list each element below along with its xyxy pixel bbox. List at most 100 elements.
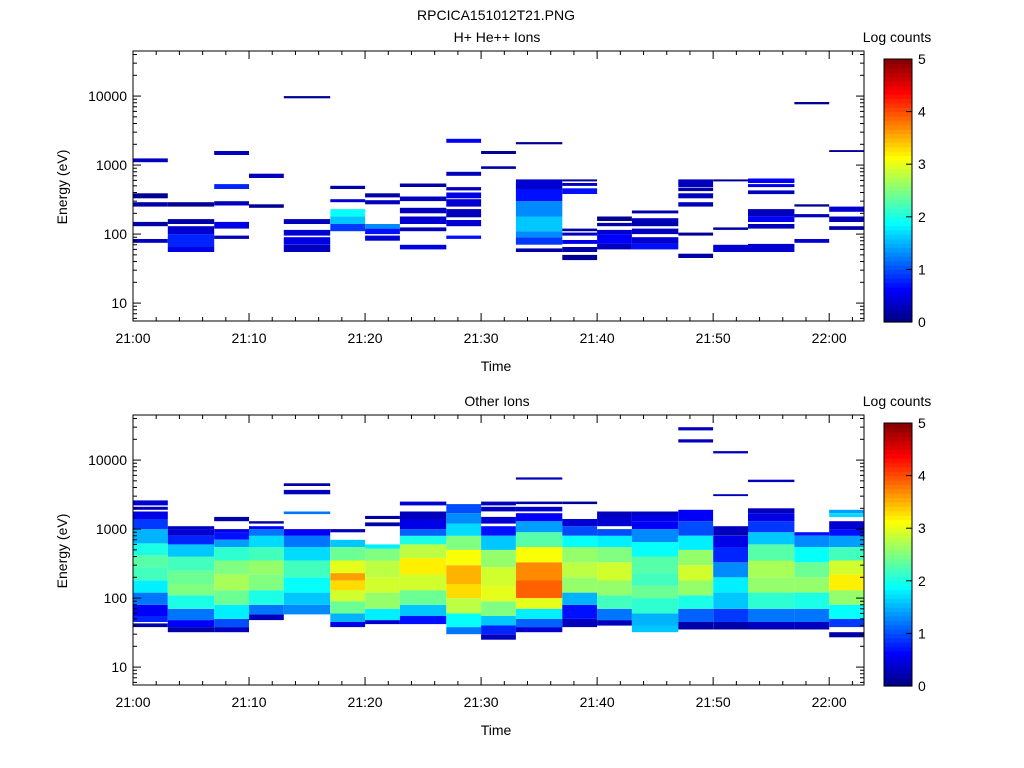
colorbar-segment <box>884 133 912 139</box>
colorbar-segment <box>884 462 912 468</box>
colorbar-frame <box>883 58 913 323</box>
heatmap-cell <box>678 179 714 183</box>
colorbar-segment <box>884 440 912 446</box>
heatmap-cell <box>330 590 366 602</box>
colorbar-segment <box>884 620 912 626</box>
heatmap-cell <box>283 604 331 615</box>
heatmap-cell <box>481 601 516 616</box>
heatmap-cell <box>446 138 482 143</box>
colorbar-segment <box>884 216 912 222</box>
colorbar-segment <box>884 506 912 512</box>
heatmap-cell <box>515 201 563 217</box>
heatmap-cell <box>481 634 516 640</box>
colorbar-segment <box>884 585 912 591</box>
heatmap-cell <box>133 529 168 544</box>
heatmap-cell <box>678 608 714 622</box>
colorbar-segment <box>884 554 912 560</box>
heatmap-cell <box>133 580 168 593</box>
colorbar-segment <box>884 273 912 279</box>
colorbar-segment <box>884 453 912 459</box>
colorbar-segment <box>884 431 912 437</box>
colorbar-segment <box>884 190 912 196</box>
colorbar-segment <box>884 98 912 104</box>
heatmap-cell <box>283 489 331 495</box>
heatmap-cell <box>597 511 632 517</box>
panel-h-he-ions: H+ He++ Ions 21:00 21:10 21:20 21:30 21:40 21… <box>54 29 931 374</box>
heatmap-cell <box>678 622 714 630</box>
heatmap-cell <box>713 547 748 563</box>
heatmap-cell <box>446 535 482 550</box>
heatmap-cell <box>365 235 400 241</box>
heatmap-cell <box>631 237 679 244</box>
colorbar-tick-label: 5 <box>918 415 926 431</box>
heatmap-cell <box>562 240 598 244</box>
heatmap-cell <box>399 227 447 232</box>
heatmap-cell <box>678 187 714 192</box>
x-tick-label: 21:10 <box>232 694 267 710</box>
colorbar-segment <box>884 80 912 86</box>
heatmap-cell <box>481 535 516 550</box>
heatmap-cell <box>748 521 795 533</box>
heatmap-cell <box>597 529 632 536</box>
colorbar-segment <box>884 124 912 130</box>
heatmap-cell <box>167 234 215 247</box>
panel1-heatmap-cells <box>133 96 864 261</box>
heatmap-cell <box>330 573 366 581</box>
heatmap-cell <box>481 501 516 506</box>
heatmap-cell <box>446 549 482 566</box>
colorbar-segment <box>884 234 912 240</box>
heatmap-cell <box>446 220 482 227</box>
heatmap-cell <box>399 529 447 536</box>
heatmap-cell <box>133 239 168 243</box>
heatmap-cell <box>365 592 400 609</box>
colorbar-segment <box>884 672 912 678</box>
heatmap-cell <box>794 535 830 547</box>
heatmap-cell <box>330 613 366 622</box>
heatmap-cell <box>167 620 215 628</box>
colorbar-segment <box>884 637 912 643</box>
heatmap-cell <box>631 521 679 530</box>
heatmap-cell <box>748 544 795 561</box>
heatmap-cell <box>713 494 748 497</box>
colorbar-tick-label: 0 <box>918 314 926 330</box>
colorbar-segment <box>884 611 912 617</box>
heatmap-cell <box>133 506 168 510</box>
heatmap-cell <box>562 592 598 605</box>
heatmap-cell <box>713 179 748 182</box>
heatmap-cell <box>829 509 864 514</box>
colorbar-tick-label: 2 <box>918 209 926 225</box>
colorbar-segment <box>884 115 912 121</box>
heatmap-cell <box>829 150 864 152</box>
colorbar-tick-label: 3 <box>918 520 926 536</box>
heatmap-cell <box>631 515 679 522</box>
x-tick-label: 21:50 <box>696 694 731 710</box>
heatmap-cell <box>562 179 598 182</box>
heatmap-cell <box>283 511 331 515</box>
colorbar-segment <box>884 286 912 292</box>
heatmap-cell <box>678 509 714 522</box>
colorbar-segment <box>884 523 912 529</box>
heatmap-cell <box>283 229 331 236</box>
panel2-colorbar-label: Log counts <box>863 393 932 409</box>
heatmap-cell <box>713 535 748 547</box>
heatmap-cell <box>133 555 168 568</box>
colorbar-tick-label: 2 <box>918 573 926 589</box>
heatmap-cell <box>713 622 748 630</box>
heatmap-cell <box>481 516 516 524</box>
heatmap-cell <box>794 608 830 622</box>
heatmap-cell <box>446 235 482 239</box>
heatmap-cell <box>399 501 447 506</box>
colorbar-segment <box>884 545 912 551</box>
heatmap-cell <box>167 247 215 252</box>
colorbar-segment <box>884 466 912 472</box>
colorbar-segment <box>884 629 912 634</box>
heatmap-cell <box>678 595 714 609</box>
heatmap-cell <box>794 562 830 578</box>
heatmap-cell <box>562 535 598 547</box>
panel1-colorbar: 0 1 2 3 4 5 <box>883 51 926 330</box>
heatmap-cell <box>631 598 679 614</box>
heatmap-cell <box>515 231 563 238</box>
heatmap-cell <box>748 216 795 222</box>
heatmap-cell <box>167 584 215 596</box>
heatmap-cell <box>283 237 331 245</box>
